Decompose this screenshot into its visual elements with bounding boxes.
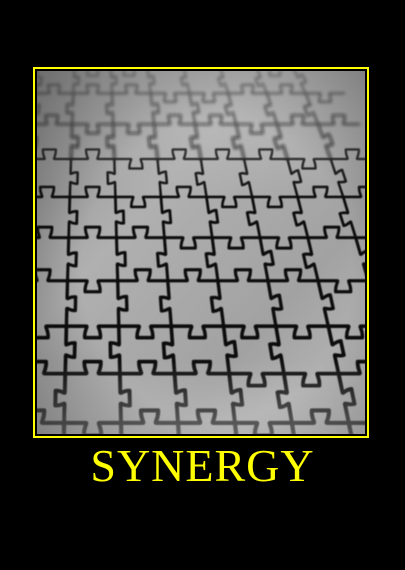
poster-title: SYNERGY (90, 440, 315, 491)
puzzle-photo (37, 71, 365, 434)
puzzle-pieces-image (37, 71, 365, 434)
photo-frame (33, 67, 369, 438)
